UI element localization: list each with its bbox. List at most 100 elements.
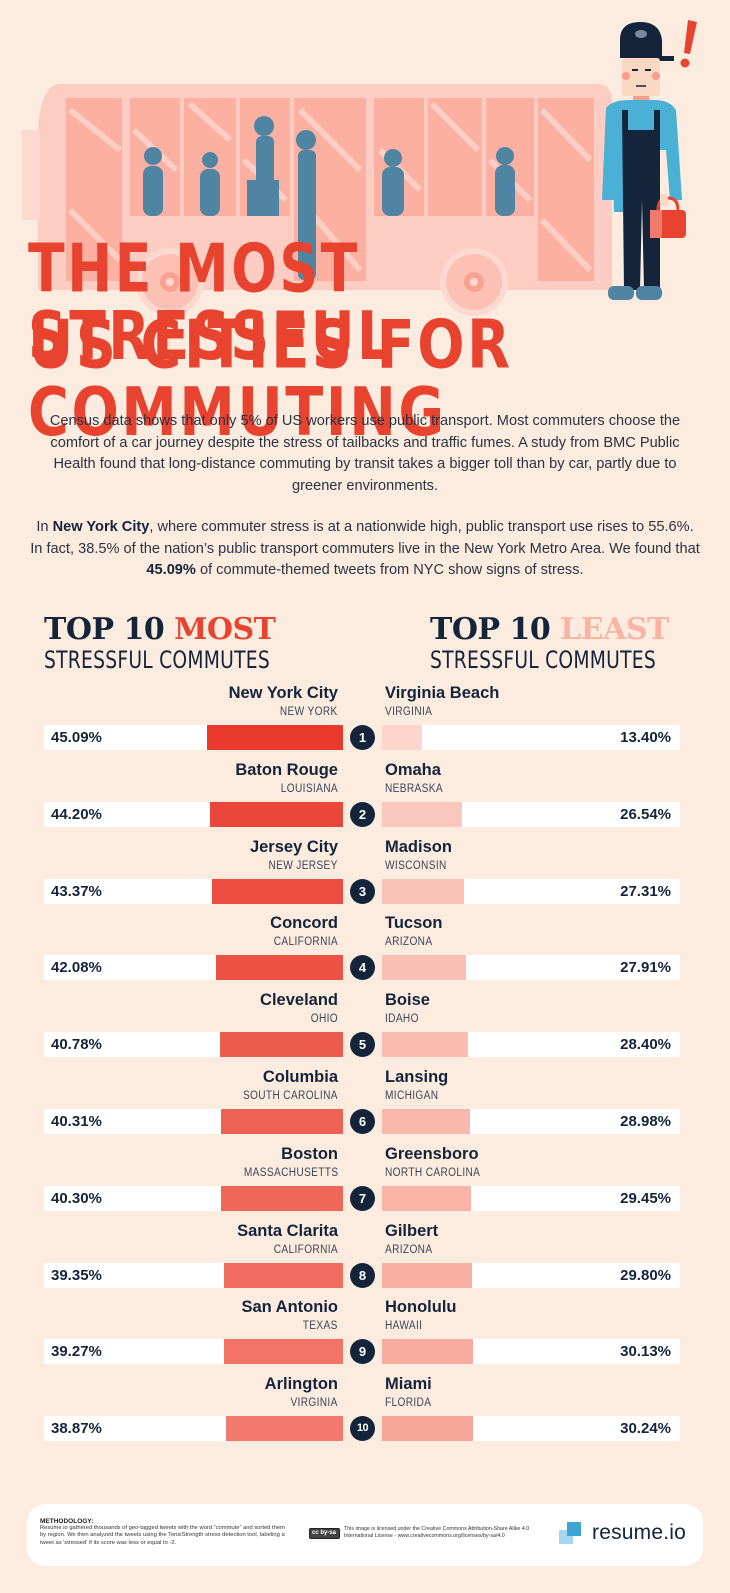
least-city-name: Tucson — [385, 914, 443, 933]
heading-least-stressful: TOP 10 LEAST STRESSFUL COMMUTES — [430, 612, 669, 675]
least-bar — [382, 1339, 473, 1365]
least-bar-track: 28.40% — [382, 1032, 680, 1058]
table-row: Concord CALIFORNIA Tucson ARIZONA 42.08%… — [0, 912, 730, 989]
least-bar-track: 13.40% — [382, 725, 680, 750]
most-city-state: NEW YORK — [280, 706, 338, 718]
most-city-state: TEXAS — [303, 1320, 338, 1333]
least-value: 27.91% — [620, 959, 671, 977]
creative-commons-icon[interactable]: cc by-sa — [309, 1528, 340, 1539]
exclamation-icon — [684, 20, 697, 54]
most-value: 40.78% — [51, 1036, 102, 1054]
most-bar-track: 40.78% — [44, 1032, 343, 1058]
most-city-state: VIRGINIA — [290, 1397, 338, 1410]
most-city-name: Arlington — [264, 1375, 338, 1394]
intro-paragraph-2: In New York City, where commuter stress … — [30, 519, 700, 578]
most-bar — [219, 1032, 343, 1058]
least-city-name: Greensboro — [385, 1144, 479, 1163]
heading-accent-least: LEAST — [560, 612, 669, 647]
least-bar — [382, 801, 463, 827]
most-bar-track: 45.09% — [44, 725, 343, 750]
title-line-2: US CITIES FOR COMMUTING — [28, 306, 513, 452]
least-bar-track: 28.98% — [382, 1108, 680, 1134]
rank-badge: 10 — [350, 1416, 375, 1442]
least-city-state: NEBRASKA — [385, 782, 443, 795]
most-city-name: Baton Rouge — [235, 760, 338, 779]
highlight-nyc: New York City — [52, 519, 150, 535]
table-row: Santa Clarita CALIFORNIA Gilbert ARIZONA… — [0, 1220, 730, 1297]
least-value: 28.40% — [620, 1036, 671, 1054]
table-row: Arlington VIRGINIA Miami FLORIDA 38.87% … — [0, 1373, 730, 1450]
least-bar — [382, 878, 465, 904]
rank-badge: 1 — [350, 725, 375, 750]
rank-badge: 4 — [350, 955, 375, 981]
most-value: 42.08% — [51, 959, 102, 977]
heading-sub-most: STRESSFUL COMMUTES — [44, 646, 270, 674]
least-city-name: Honolulu — [385, 1298, 457, 1317]
most-value: 45.09% — [51, 729, 102, 746]
table-row: Boston MASSACHUSETTS Greensboro NORTH CA… — [0, 1143, 730, 1220]
most-city-state: SOUTH CAROLINA — [243, 1089, 338, 1102]
license-text: This image is licensed under the Creativ… — [344, 1526, 530, 1539]
most-bar — [221, 1108, 343, 1134]
least-city-name: Virginia Beach — [385, 684, 500, 702]
table-row: Cleveland OHIO Boise IDAHO 40.78% 5 28.4… — [0, 989, 730, 1066]
most-bar-track: 38.87% — [44, 1416, 343, 1442]
most-value: 38.87% — [51, 1420, 102, 1438]
most-bar — [225, 1416, 343, 1442]
most-city-state: OHIO — [310, 1013, 338, 1026]
least-city-state: ARIZONA — [385, 936, 433, 949]
most-value: 40.31% — [51, 1112, 102, 1130]
most-value: 39.27% — [51, 1343, 102, 1361]
least-bar-track: 29.80% — [382, 1262, 680, 1288]
comparison-chart: New York City NEW YORK Virginia Beach VI… — [0, 682, 730, 1450]
rank-badge: 5 — [350, 1032, 375, 1058]
least-city-state: NORTH CAROLINA — [385, 1166, 481, 1179]
least-value: 13.40% — [620, 729, 671, 746]
least-city-state: FLORIDA — [385, 1397, 432, 1410]
rank-badge: 3 — [350, 878, 375, 904]
footer: METHODOLOGY: Resume.io gathered thousand… — [27, 1504, 703, 1566]
least-bar — [382, 1262, 472, 1288]
most-city-name: Concord — [270, 914, 338, 933]
rank-badge: 2 — [350, 801, 375, 827]
most-bar — [206, 725, 343, 750]
most-city-state: CALIFORNIA — [273, 936, 338, 949]
most-bar-track: 39.35% — [44, 1262, 343, 1288]
least-value: 27.31% — [620, 882, 671, 900]
least-bar — [382, 1185, 471, 1211]
table-row: Columbia SOUTH CAROLINA Lansing MICHIGAN… — [0, 1066, 730, 1143]
least-bar — [382, 1108, 470, 1134]
most-city-name: Boston — [281, 1144, 338, 1163]
least-value: 30.13% — [620, 1343, 671, 1361]
table-row: Jersey City NEW JERSEY Madison WISCONSIN… — [0, 836, 730, 913]
least-city-state: WISCONSIN — [385, 859, 447, 872]
least-city-name: Madison — [385, 837, 452, 856]
most-value: 43.37% — [51, 882, 102, 900]
hero-illustration — [0, 0, 730, 380]
brand-name[interactable]: resume.io — [592, 1521, 687, 1544]
table-row: Baton Rouge LOUISIANA Omaha NEBRASKA 44.… — [0, 759, 730, 836]
least-city-name: Miami — [385, 1375, 432, 1394]
most-city-name: Cleveland — [260, 991, 338, 1010]
least-bar — [382, 955, 467, 981]
methodology-text: Resume.io gathered thousands of geo-tagg… — [40, 1525, 285, 1546]
least-bar-track: 27.91% — [382, 955, 680, 981]
most-bar-track: 44.20% — [44, 801, 343, 827]
most-city-state: LOUISIANA — [280, 782, 338, 795]
rank-badge: 7 — [350, 1185, 375, 1211]
least-value: 26.54% — [620, 805, 671, 823]
least-value: 28.98% — [620, 1112, 671, 1130]
least-city-state: VIRGINIA — [385, 706, 433, 718]
most-bar-track: 40.31% — [44, 1108, 343, 1134]
most-city-name: Santa Clarita — [237, 1221, 338, 1240]
bus-illustration-icon — [22, 20, 697, 316]
rank-badge: 6 — [350, 1108, 375, 1134]
most-city-name: Columbia — [262, 1067, 338, 1086]
most-bar — [209, 801, 343, 827]
title-line-1: THE MOST STRESSFUL — [28, 230, 394, 376]
heading-sub-least: STRESSFUL COMMUTES — [430, 646, 656, 674]
least-city-name: Gilbert — [385, 1221, 439, 1240]
most-bar — [224, 1339, 343, 1365]
most-bar-track: 40.30% — [44, 1185, 343, 1211]
least-value: 30.24% — [620, 1420, 671, 1438]
